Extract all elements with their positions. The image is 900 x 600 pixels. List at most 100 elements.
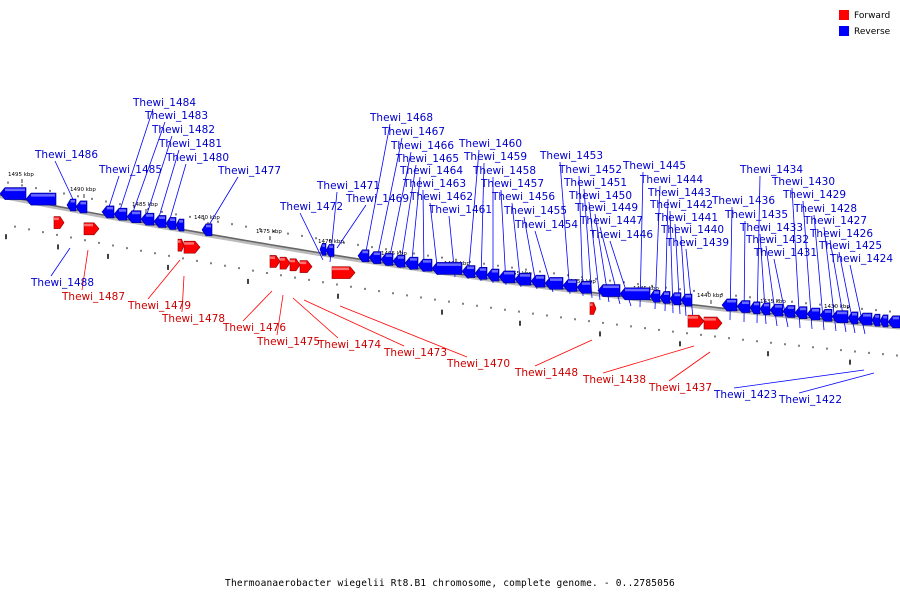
gene-label: Thewi_1450 (568, 190, 632, 202)
gene-label: Thewi_1470 (446, 358, 510, 370)
leader-line (299, 212, 324, 261)
gene-label: Thewi_1479 (127, 300, 191, 312)
gene-arrow-highlight (812, 308, 819, 312)
gene-label: Thewi_1480 (165, 152, 229, 164)
leader-line (467, 149, 480, 280)
gene-arrow-highlight (550, 278, 562, 281)
leader-line (336, 204, 367, 249)
gene-arrow-highlight (892, 316, 899, 320)
gene-label: Thewi_1455 (503, 205, 567, 217)
gene-label: Thewi_1433 (739, 222, 803, 234)
gene-arrow-highlight (178, 240, 181, 243)
gene-label: Thewi_1461 (428, 204, 492, 216)
gene-label: Thewi_1439 (665, 237, 729, 249)
leader-line (399, 164, 417, 269)
leader-line (375, 137, 403, 265)
gene-arrow-highlight (824, 310, 831, 313)
leader-line (339, 305, 468, 358)
leader-line (363, 123, 391, 263)
gene-arrow-highlight (654, 291, 659, 294)
axis-kbp-label: 1470 kbp (318, 239, 344, 245)
leader-line (242, 290, 273, 322)
axis-kbp-label: 1475 kbp (256, 229, 282, 235)
gene-arrow-highlight (290, 259, 295, 263)
gene-label: Thewi_1476 (222, 322, 286, 334)
leader-line (158, 149, 180, 218)
leader-line (791, 187, 801, 329)
gene-arrow-highlight (742, 301, 749, 305)
gene-arrow-highlight (674, 293, 680, 297)
gene-arrow-highlight (764, 303, 769, 307)
gene-arrow-highlight (332, 267, 349, 271)
gene-arrow-highlight (875, 315, 879, 318)
leader-line (802, 200, 813, 330)
gene-label: Thewi_1474 (317, 339, 381, 351)
minor-ticks (5, 181, 898, 365)
leader-line (813, 214, 825, 331)
gene-arrow-highlight (685, 295, 691, 298)
gene-label: Thewi_1451 (563, 177, 627, 189)
gene-arrow-highlight (688, 316, 698, 319)
leader-line (303, 299, 405, 347)
gene-arrow-highlight (80, 201, 86, 205)
gene-arrow-highlight (31, 194, 55, 197)
leader-line (733, 369, 865, 389)
leader-line (685, 248, 694, 319)
gene-label: Thewi_1435 (724, 209, 788, 221)
gene-arrow-highlight (582, 282, 590, 285)
gene-arrow-highlight (184, 242, 194, 245)
leader-line (480, 162, 485, 282)
leader-line (132, 121, 166, 213)
gene-label: Thewi_1447 (579, 215, 643, 227)
gene-arrow-highlight (119, 209, 126, 212)
gene-label: Thewi_1482 (151, 124, 215, 136)
gene-arrow-highlight (70, 199, 75, 203)
leader-line (534, 339, 593, 367)
gene-label: Thewi_1456 (491, 191, 555, 203)
leader-line (756, 175, 761, 324)
leader-line (639, 171, 644, 308)
gene-arrow-highlight (799, 307, 806, 311)
gene-arrow-highlight (280, 258, 285, 261)
gene-label: Thewi_1486 (34, 149, 98, 161)
gene-label: Thewi_1471 (316, 180, 380, 192)
gene-label: Thewi_1478 (161, 313, 225, 325)
gene-arrow-highlight (322, 244, 325, 247)
gene-arrow-highlight (536, 276, 544, 279)
leader-line (410, 176, 421, 271)
gene-label: Thewi_1424 (829, 253, 893, 265)
axis-kbp-label: 1465 kbp (381, 251, 407, 257)
gene-label: Thewi_1428 (793, 203, 857, 215)
gene-label: Thewi_1483 (144, 110, 208, 122)
legend-label: Reverse (854, 27, 891, 37)
legend-swatch (839, 10, 849, 20)
leader-line (119, 108, 154, 211)
legend: Forward Reverse (839, 10, 891, 37)
leader-line (181, 275, 185, 313)
gene-label: Thewi_1477 (217, 165, 281, 177)
gene-label: Thewi_1431 (753, 247, 817, 259)
gene-arrow-highlight (590, 303, 593, 307)
gene-label: Thewi_1438 (582, 374, 646, 386)
gene-arrow-highlight (54, 217, 59, 221)
leader-line (387, 151, 412, 267)
map-caption: Thermoanaerobacter wiegelii Rt8.B1 chrom… (225, 578, 675, 589)
leader-line (588, 201, 601, 301)
gene-label: Thewi_1464 (399, 165, 463, 177)
gene-label: Thewi_1422 (778, 394, 842, 406)
gene-label: Thewi_1434 (739, 164, 803, 176)
gene-arrow-highlight (373, 252, 380, 256)
leader-line (654, 185, 661, 310)
gene-label: Thewi_1437 (648, 382, 712, 394)
gene-arrows (0, 187, 900, 330)
gene-label: Thewi_1458 (472, 165, 536, 177)
gene-arrow-highlight (329, 245, 333, 248)
gene-label: Thewi_1465 (395, 153, 459, 165)
leader-line (147, 259, 181, 300)
gene-label: Thewi_1429 (782, 189, 846, 201)
gene-label: Thewi_1459 (463, 151, 527, 163)
leader-line (292, 297, 339, 339)
gene-arrow-highlight (437, 263, 461, 266)
leader-line (500, 189, 507, 286)
